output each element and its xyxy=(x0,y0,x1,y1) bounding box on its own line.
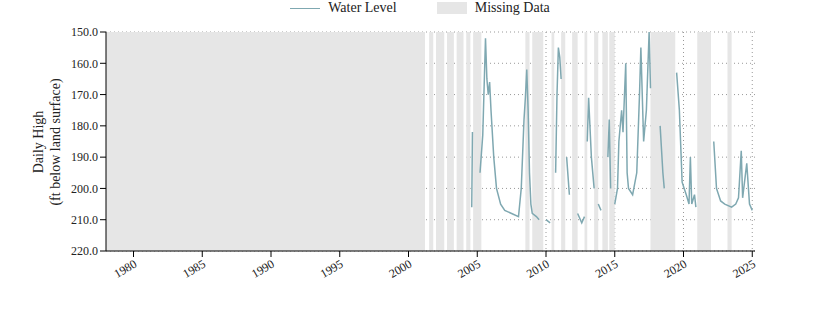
svg-text:2015: 2015 xyxy=(593,257,621,281)
svg-text:190.0: 190.0 xyxy=(71,150,98,164)
html-text:Daily High: Daily High xyxy=(31,110,46,173)
html-text:Missing Data: Missing Data xyxy=(474,0,550,15)
svg-text:2000: 2000 xyxy=(386,257,414,281)
html-text:(ft below land surface): (ft below land surface) xyxy=(48,78,63,206)
svg-text:150.0: 150.0 xyxy=(71,25,98,39)
svg-text:210.0: 210.0 xyxy=(71,213,98,227)
svg-text:1990: 1990 xyxy=(249,257,277,281)
svg-text:2025: 2025 xyxy=(730,257,758,281)
svg-text:1995: 1995 xyxy=(318,257,346,281)
svg-text:170.0: 170.0 xyxy=(71,88,98,102)
svg-text:180.0: 180.0 xyxy=(71,119,98,133)
svg-text:200.0: 200.0 xyxy=(71,182,98,196)
svg-text:1985: 1985 xyxy=(180,257,208,281)
svg-text:220.0: 220.0 xyxy=(71,244,98,258)
svg-text:1980: 1980 xyxy=(111,257,139,281)
svg-text:160.0: 160.0 xyxy=(71,57,98,71)
html-text:Water Level: Water Level xyxy=(328,0,397,15)
svg-text:2005: 2005 xyxy=(455,257,483,281)
svg-text:2020: 2020 xyxy=(661,257,689,281)
svg-text:2010: 2010 xyxy=(524,257,552,281)
